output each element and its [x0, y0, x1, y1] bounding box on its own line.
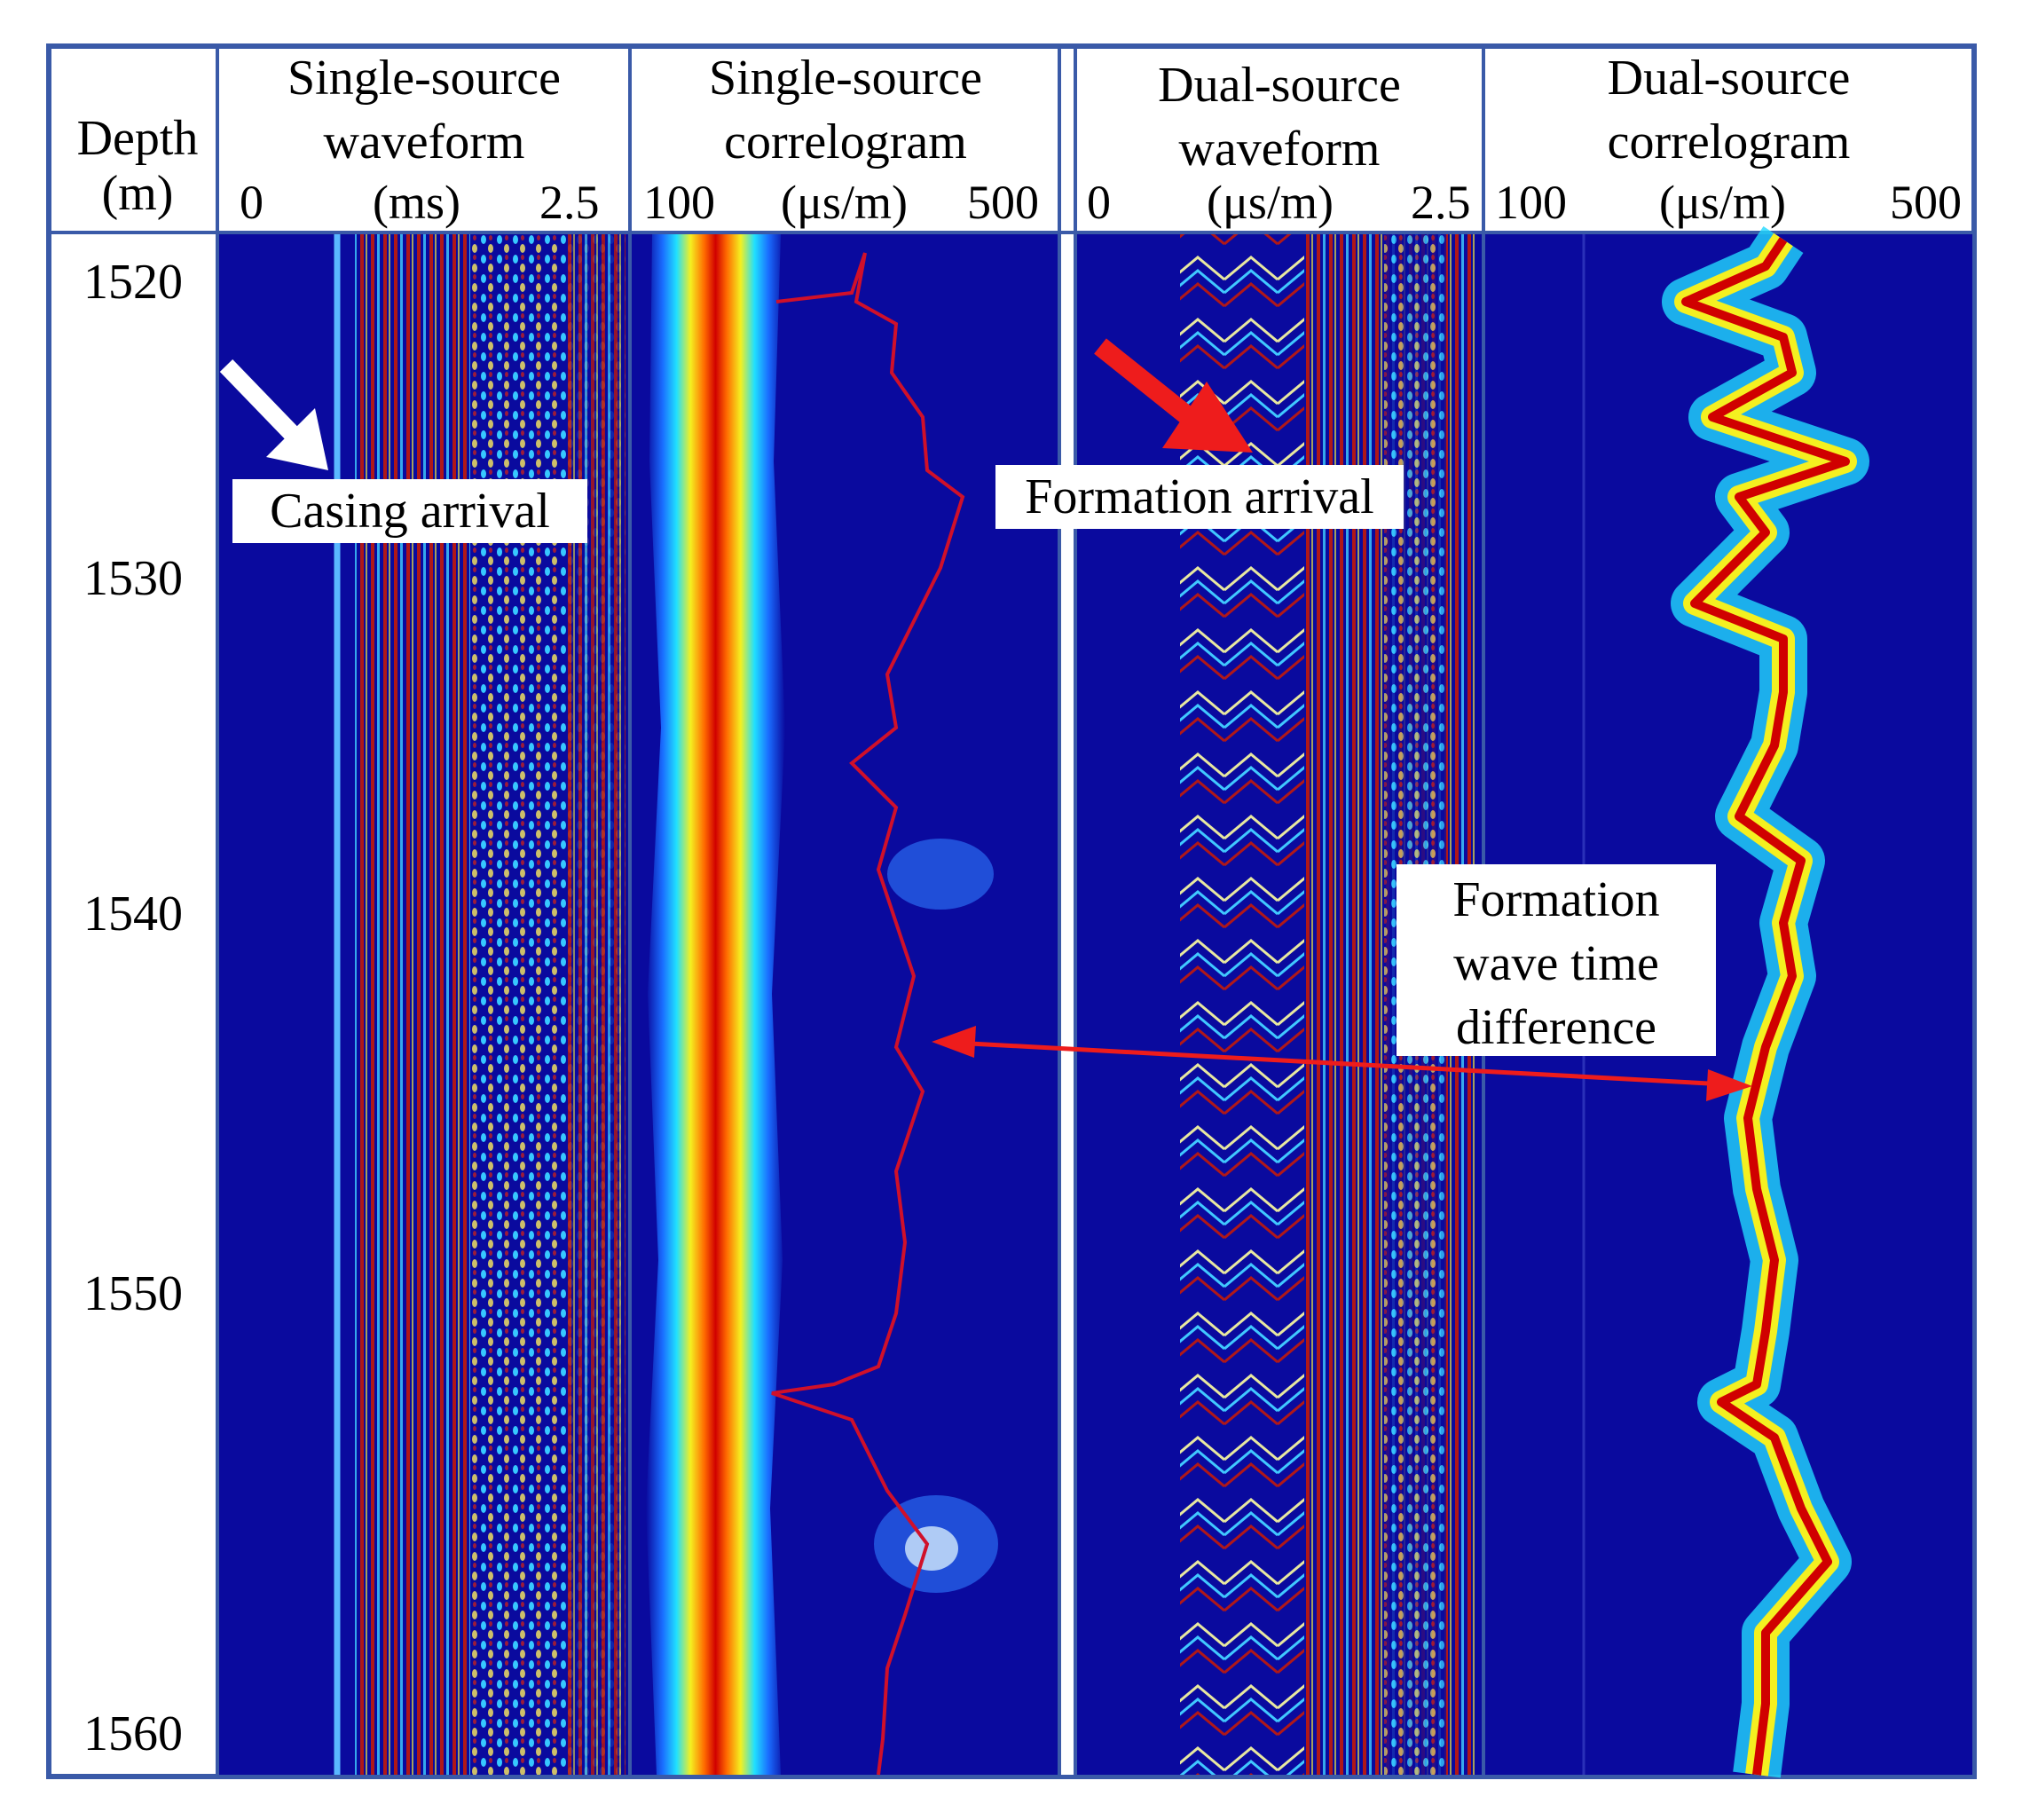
casing-arrival-label: Casing arrival: [232, 479, 587, 543]
track-title-line1: Single-source: [287, 51, 561, 106]
time-difference-label: Formation wave time difference: [1397, 864, 1716, 1056]
track-header-dual-waveform: Dual-source waveform: [1077, 53, 1482, 181]
track-title-line1: Single-source: [709, 51, 982, 106]
depth-tick: 1550: [83, 1266, 183, 1321]
track-title-line2: waveform: [1178, 122, 1381, 177]
figure-frame: [46, 43, 1977, 1779]
track-header-single-waveform: Single-source waveform: [219, 46, 629, 174]
depth-tick: 1540: [83, 886, 183, 942]
track-scale-min: 100: [643, 176, 715, 229]
casing-arrow: [219, 359, 328, 470]
track-title-line2: correlogram: [1607, 114, 1851, 169]
depth-tick: 1530: [83, 551, 183, 606]
panel-gap: [1061, 234, 1075, 1775]
formation-arrow: [1094, 338, 1253, 453]
track-scale-max: 2.5: [1411, 176, 1471, 229]
slowness-curve: [771, 252, 965, 1776]
track-scale-min: 100: [1495, 176, 1567, 229]
track-header-dual-correlogram: Dual-source correlogram: [1485, 46, 1972, 174]
depth-tick: 1520: [83, 255, 183, 310]
track-scale-unit: (ms): [373, 176, 460, 229]
track-header-single-correlogram: Single-source correlogram: [632, 46, 1059, 174]
track-title-line2: correlogram: [724, 114, 967, 169]
depth-header: Depth (m): [62, 106, 213, 225]
track-scale-min: 0: [240, 176, 264, 229]
track-scale-max: 2.5: [539, 176, 600, 229]
track-title-line2: waveform: [323, 114, 525, 169]
track-scale-unit: (μs/m): [781, 176, 908, 229]
time-difference-arrow: [932, 1026, 1752, 1101]
track-scale-max: 500: [967, 176, 1039, 229]
time-difference-line3: difference: [1456, 1000, 1656, 1055]
track-single-source-correlogram: [632, 234, 1059, 1776]
depth-header-label: Depth: [76, 111, 199, 166]
halo-1: [887, 839, 994, 910]
correlogram-band: [646, 234, 785, 1775]
track-scale-min: 0: [1087, 176, 1111, 229]
track-title-line1: Dual-source: [1607, 51, 1851, 106]
track-scale-max: 500: [1890, 176, 1962, 229]
track-single-source-waveform: [219, 234, 629, 1775]
track-title-line1: Dual-source: [1158, 58, 1401, 113]
depth-tick: 1560: [83, 1706, 183, 1761]
time-difference-line1: Formation: [1452, 872, 1660, 927]
track-scale-unit: (μs/m): [1659, 176, 1786, 229]
track-scale-unit: (μs/m): [1207, 176, 1334, 229]
depth-header-unit: (m): [101, 166, 174, 221]
formation-arrival-label: Formation arrival: [995, 465, 1404, 529]
time-difference-line2: wave time: [1453, 936, 1659, 991]
